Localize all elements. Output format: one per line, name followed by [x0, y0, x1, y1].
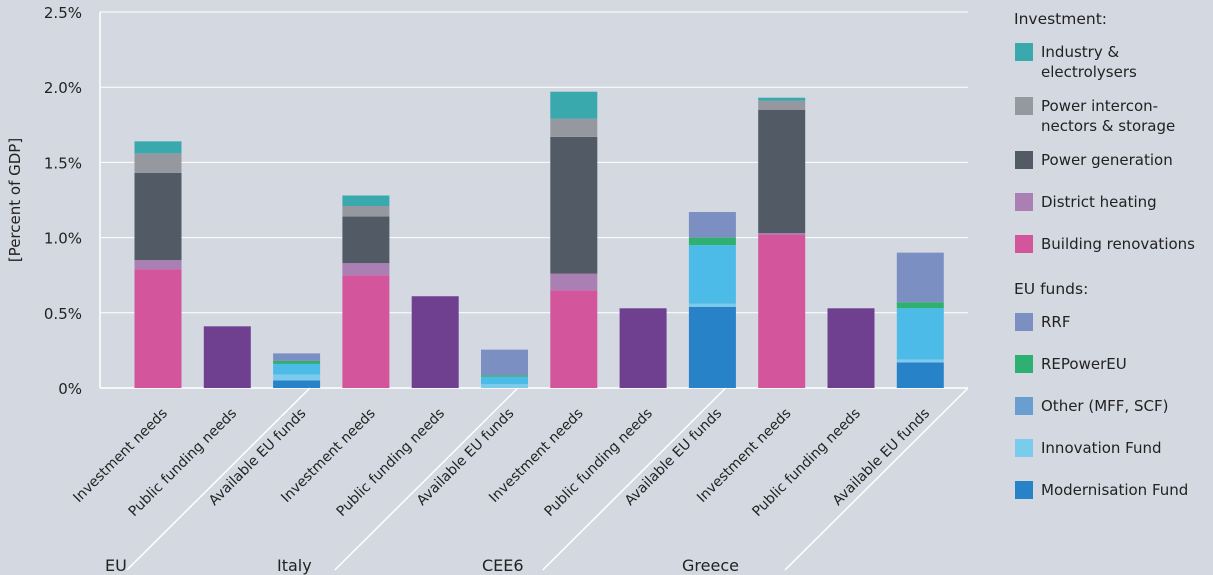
- legend-label: RRF: [1041, 313, 1071, 331]
- y-tick-label: 2.0%: [44, 79, 82, 97]
- bar-segment-industry: [550, 91, 598, 119]
- bar-segment-powergen: [134, 172, 182, 261]
- y-tick-label: 2.5%: [44, 4, 82, 22]
- legend-swatch: [1015, 481, 1033, 499]
- bar-segment-building: [550, 290, 598, 388]
- group-separator: [126, 387, 311, 571]
- bar-segment-innov: [481, 384, 528, 388]
- legend-item: District heating: [1012, 192, 1212, 212]
- bar-segment-modfund: [896, 362, 944, 388]
- bar-segment-district: [550, 273, 598, 291]
- legend-label: District heating: [1041, 193, 1157, 211]
- legend-item: Building renovations: [1012, 234, 1212, 254]
- bar-segment-district: [342, 263, 390, 276]
- legend-swatch: [1015, 151, 1033, 169]
- bar-segment-repower: [481, 375, 528, 377]
- bar-segment-building: [758, 234, 806, 388]
- bar-segment-repower: [896, 302, 944, 309]
- legend-label: Building renovations: [1041, 235, 1195, 253]
- bar-segment-interconn: [134, 153, 182, 173]
- group-label: Italy: [277, 556, 312, 575]
- bar-segment-industry: [134, 141, 182, 154]
- legend-funds-list: RRF REPowerEU Other (MFF, SCF) Innovation F…: [1012, 312, 1212, 500]
- bar-segment-public: [411, 296, 459, 388]
- legend: Investment: Industry & electrolysers Powe…: [1012, 8, 1212, 500]
- bar-segment-repower: [688, 237, 736, 246]
- group-separator: [542, 387, 727, 571]
- legend-swatch: [1015, 193, 1033, 211]
- legend-item: Other (MFF, SCF): [1012, 396, 1212, 416]
- legend-label: Modernisation Fund: [1041, 481, 1189, 499]
- legend-item: Modernisation Fund: [1012, 480, 1212, 500]
- bar-segment-industry: [342, 195, 390, 207]
- legend-item: REPowerEU: [1012, 354, 1212, 374]
- legend-label: Innovation Fund: [1041, 439, 1162, 457]
- legend-label: REPowerEU: [1041, 355, 1127, 373]
- bar-segment-other: [481, 376, 528, 385]
- bar-segment-other: [688, 245, 736, 304]
- bar-segment-rrf: [688, 212, 736, 238]
- group-separator: [334, 387, 519, 571]
- bar-segment-innov: [688, 303, 736, 307]
- group-label: CEE6: [482, 556, 524, 575]
- bar-segment-rrf: [273, 353, 321, 361]
- y-axis-label: [Percent of GDP]: [6, 138, 24, 262]
- legend-swatch: [1015, 313, 1033, 331]
- bar-segment-powergen: [758, 109, 806, 234]
- legend-item: RRF: [1012, 312, 1212, 332]
- bar-segment-interconn: [550, 118, 598, 137]
- bar-segment-district: [134, 260, 182, 270]
- legend-label: Other (MFF, SCF): [1041, 397, 1169, 415]
- bar-segment-public: [203, 326, 251, 388]
- y-tick-label: 0.5%: [44, 305, 82, 323]
- legend-funds-heading: EU funds:: [1014, 280, 1089, 298]
- group-label: Greece: [682, 556, 739, 575]
- bar-segment-public: [619, 308, 667, 388]
- bar-segment-powergen: [550, 136, 598, 274]
- bar-segment-repower: [273, 360, 321, 364]
- legend-investment-list: Industry & electrolysers Power intercon- …: [1012, 42, 1212, 254]
- bar-segment-public: [827, 308, 875, 388]
- bar-segment-modfund: [688, 306, 736, 388]
- legend-item: Industry & electrolysers: [1012, 42, 1212, 82]
- legend-swatch: [1015, 355, 1033, 373]
- y-tick-label: 1.0%: [44, 230, 82, 248]
- legend-swatch: [1015, 439, 1033, 457]
- y-tick-label: 1.5%: [44, 154, 82, 172]
- bar-segment-powergen: [342, 216, 390, 264]
- bar-segment-other: [273, 363, 321, 375]
- bar-segment-other: [896, 308, 944, 360]
- bar-segment-interconn: [758, 100, 806, 110]
- legend-swatch: [1015, 97, 1033, 115]
- group-label: EU: [105, 556, 127, 575]
- legend-item: Power generation: [1012, 150, 1212, 170]
- legend-swatch: [1015, 43, 1033, 61]
- bar-segment-modfund: [273, 380, 321, 388]
- legend-label: Industry & electrolysers: [1041, 43, 1137, 81]
- legend-swatch: [1015, 235, 1033, 253]
- bar-segment-industry: [758, 97, 806, 101]
- legend-investment-heading: Investment:: [1014, 10, 1108, 28]
- y-tick-label: 0%: [58, 380, 82, 398]
- legend-swatch: [1015, 397, 1033, 415]
- bar-segment-rrf: [481, 349, 528, 376]
- bar-segment-interconn: [342, 206, 390, 217]
- legend-item: Power intercon- nectors & storage: [1012, 96, 1212, 136]
- legend-label: Power generation: [1041, 151, 1173, 169]
- bar-segment-building: [134, 269, 182, 388]
- bar-segment-innov: [273, 374, 321, 381]
- bar-segment-rrf: [896, 252, 944, 303]
- legend-label: Power intercon- nectors & storage: [1041, 97, 1176, 135]
- legend-item: Innovation Fund: [1012, 438, 1212, 458]
- bar-segment-building: [342, 275, 390, 388]
- group-separator: [784, 387, 969, 571]
- bar-segment-district: [758, 233, 806, 235]
- bar-segment-innov: [896, 359, 944, 363]
